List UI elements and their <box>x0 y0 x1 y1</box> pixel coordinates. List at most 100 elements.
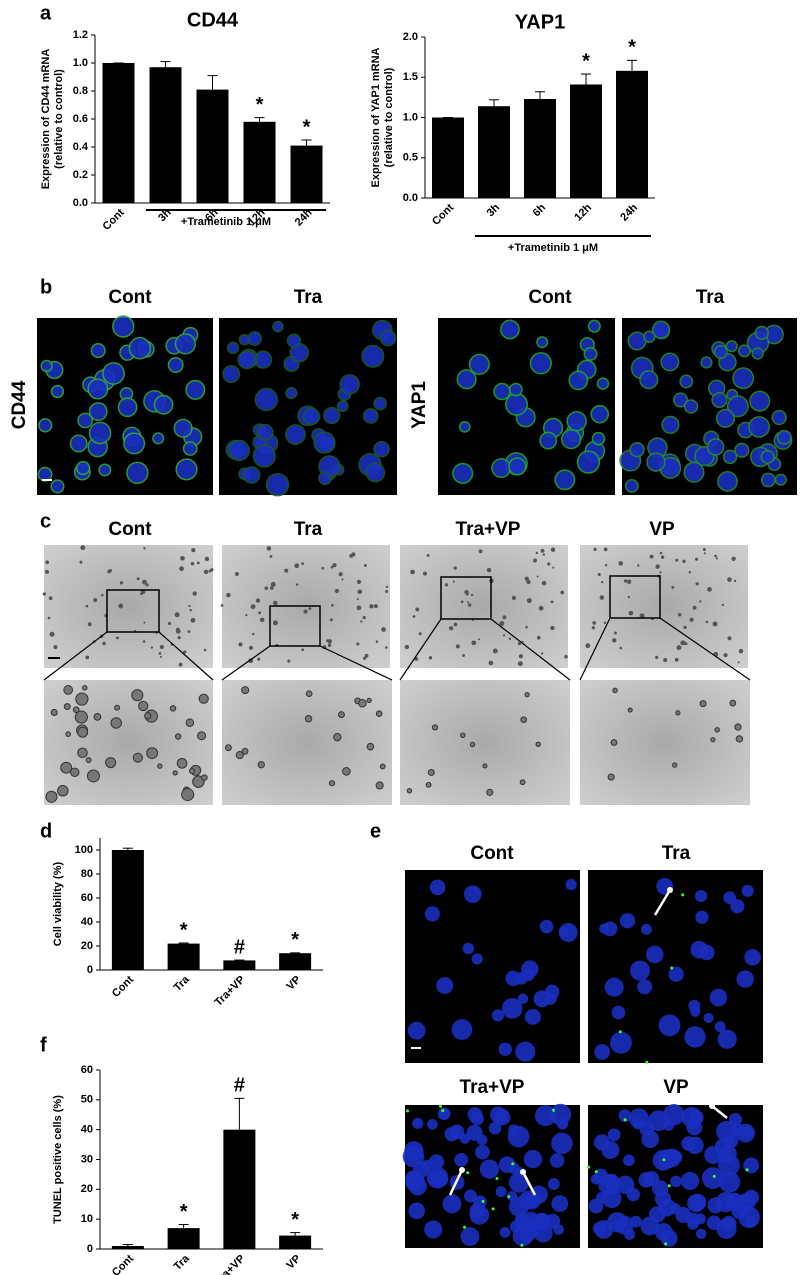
cell <box>551 1132 573 1155</box>
apoptotic-dot <box>463 1225 467 1229</box>
cell <box>258 611 262 615</box>
y-axis-label: (relative to control) <box>383 67 395 167</box>
cell <box>222 365 241 384</box>
cell <box>53 645 58 650</box>
cell <box>624 1228 636 1241</box>
cell <box>627 331 647 351</box>
cell <box>423 571 428 576</box>
cell <box>93 713 102 721</box>
cell <box>627 595 630 599</box>
cell <box>136 577 140 581</box>
image-label: Tra+VP <box>460 1077 525 1098</box>
cell <box>607 773 615 781</box>
cell <box>86 769 100 783</box>
cell <box>462 654 465 657</box>
cell <box>72 706 80 714</box>
arrow-head <box>709 1103 715 1109</box>
cell <box>74 710 88 724</box>
cell <box>159 645 164 650</box>
cell <box>158 652 162 655</box>
y-tick-label: 0.0 <box>403 192 418 204</box>
cell <box>684 1026 706 1048</box>
cell <box>188 767 196 775</box>
cell <box>327 639 332 644</box>
cell <box>327 643 332 647</box>
cell <box>189 608 192 612</box>
cell <box>463 885 482 903</box>
cell <box>547 1178 560 1190</box>
cell <box>373 604 378 609</box>
cell <box>117 397 138 418</box>
cell <box>408 1177 427 1196</box>
cell <box>727 636 732 641</box>
cell <box>75 692 89 706</box>
cell <box>235 751 244 760</box>
bar <box>279 1235 312 1249</box>
cell <box>245 613 248 617</box>
cell <box>703 552 706 555</box>
cell <box>616 1175 635 1195</box>
cell <box>410 569 415 575</box>
cell <box>375 710 383 717</box>
cell <box>655 564 660 569</box>
cell <box>583 346 598 361</box>
cell <box>695 910 709 924</box>
cell <box>175 458 198 481</box>
cell <box>539 431 558 450</box>
cell <box>385 585 389 589</box>
image-label: Tra <box>662 843 691 864</box>
cell <box>499 1227 511 1238</box>
cell <box>458 421 471 433</box>
cell <box>533 558 537 563</box>
cell <box>610 739 618 746</box>
y-tick-label: 0 <box>87 964 93 976</box>
cell <box>576 450 601 474</box>
image-label: Cont <box>470 843 514 864</box>
y-tick-label: 2.0 <box>403 31 418 43</box>
image-label: VP <box>663 1077 689 1098</box>
micrograph <box>44 680 213 805</box>
cell <box>710 737 716 743</box>
cell <box>428 1154 445 1170</box>
x-tick-label: Tra+VP <box>212 1253 247 1275</box>
cell <box>356 605 362 611</box>
cell <box>520 716 527 723</box>
row-label: YAP1 <box>409 381 430 429</box>
cell <box>181 788 195 802</box>
cell <box>536 336 549 349</box>
y-tick-label: 1.0 <box>403 111 418 123</box>
y-tick-label: 50 <box>81 1094 93 1106</box>
cell <box>63 685 74 695</box>
cell <box>604 563 608 567</box>
cell <box>637 979 653 995</box>
y-tick-label: 20 <box>81 940 93 952</box>
cell <box>482 763 488 769</box>
cell <box>592 621 596 625</box>
cell <box>429 879 446 896</box>
cell <box>716 1218 737 1239</box>
cell <box>540 548 545 553</box>
cell <box>381 627 386 632</box>
cell <box>688 1109 704 1125</box>
cell <box>735 735 744 743</box>
cell <box>356 579 362 584</box>
cell <box>601 580 604 584</box>
cell <box>157 763 163 769</box>
cell <box>462 942 474 955</box>
y-tick-label: 60 <box>81 1064 93 1076</box>
cell <box>110 717 122 729</box>
significance-mark: * <box>180 919 188 941</box>
cell <box>182 441 198 456</box>
cell <box>538 605 544 611</box>
significance-mark: * <box>291 929 299 951</box>
cell <box>118 603 124 609</box>
cell <box>707 587 712 592</box>
cell <box>294 563 300 569</box>
cell <box>705 620 709 624</box>
cell <box>173 418 193 438</box>
bar <box>478 106 510 198</box>
cell <box>683 399 699 414</box>
cell <box>305 690 313 698</box>
cell <box>760 472 776 488</box>
apoptotic-dot <box>670 966 674 970</box>
